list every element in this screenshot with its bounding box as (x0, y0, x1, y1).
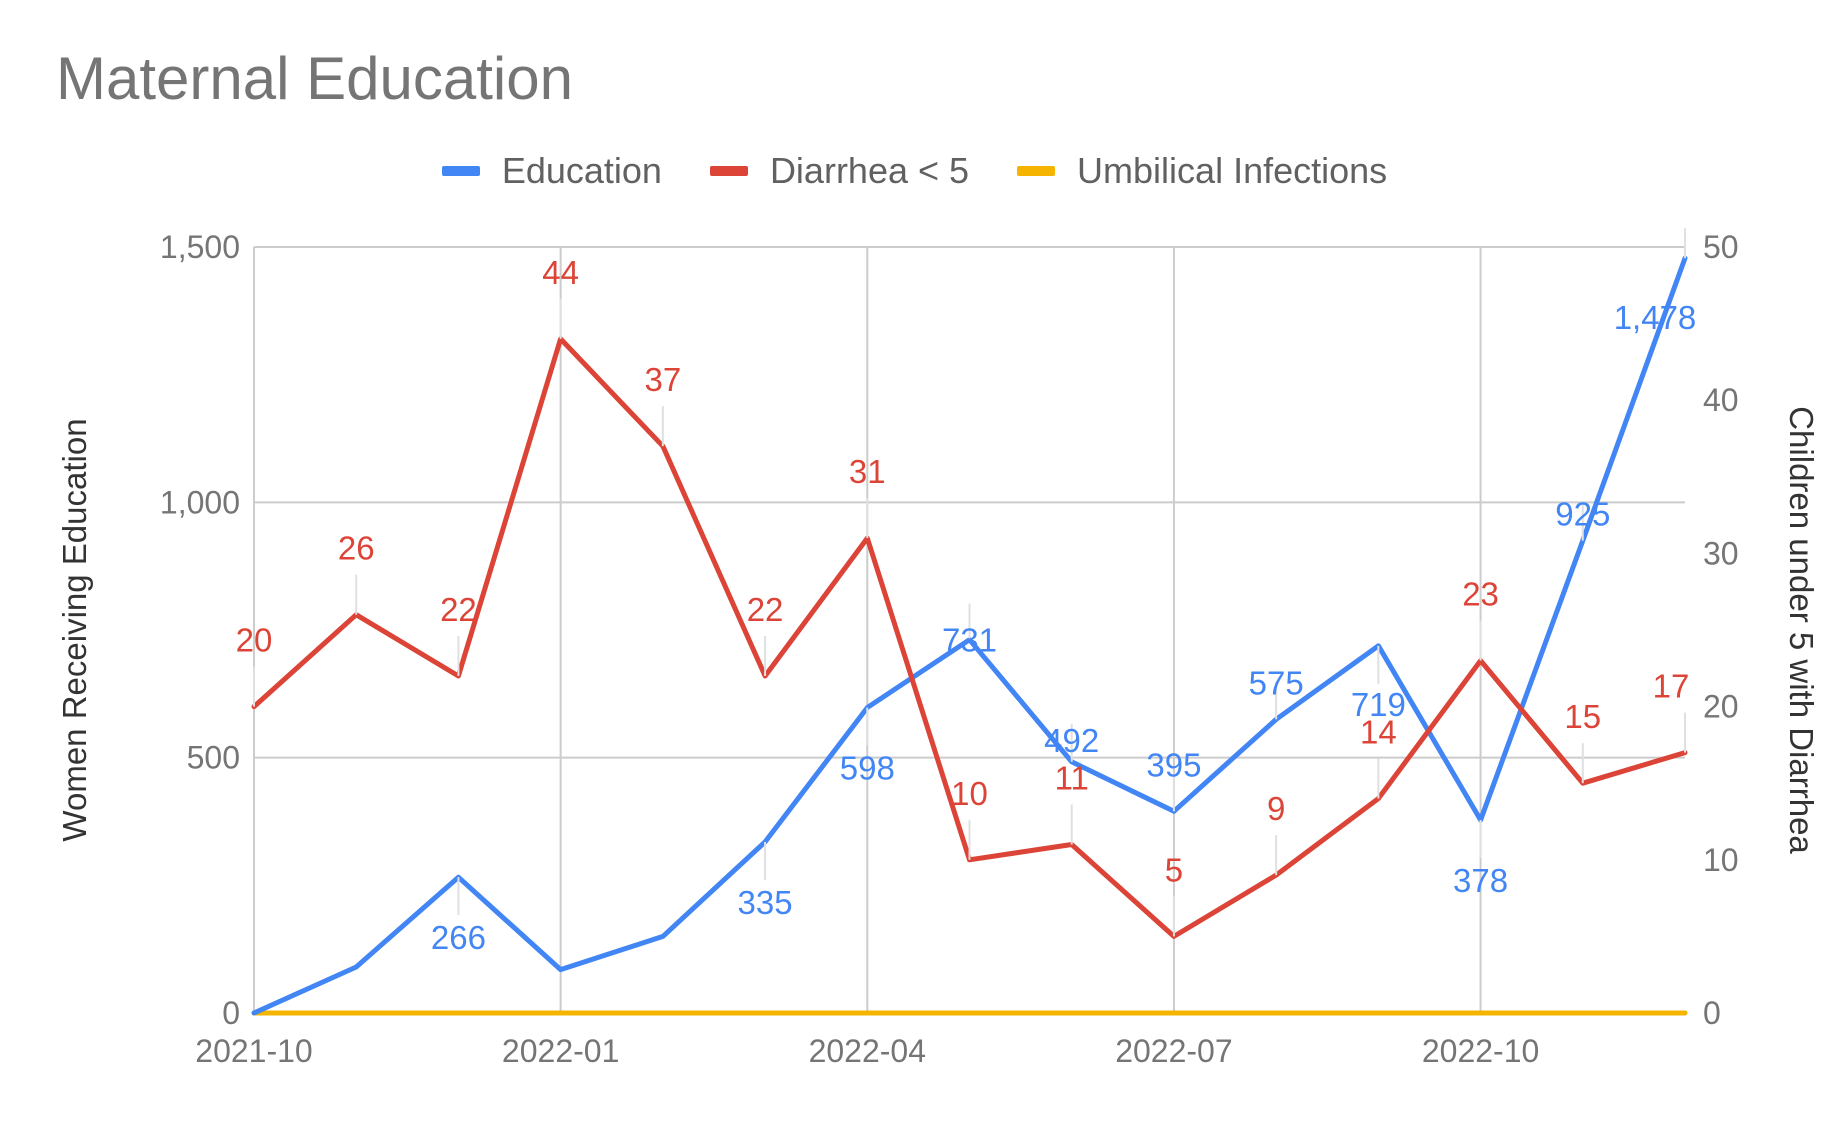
y-axis-title-left: Women Receiving Education (56, 418, 93, 841)
data-label-education: 598 (840, 750, 895, 787)
data-label-diarrhea: 9 (1267, 790, 1285, 827)
legend-swatch-education (441, 166, 480, 176)
legend-label-umbilical: Umbilical Infections (1077, 150, 1388, 191)
legend-swatch-umbilical (1017, 166, 1056, 176)
y-tick-label-right: 20 (1703, 689, 1739, 725)
data-label-education: 492 (1044, 722, 1099, 759)
legend-item-diarrhea[interactable]: Diarrhea < 5 (709, 150, 970, 192)
data-label-diarrhea: 26 (338, 530, 375, 567)
y-tick-label-right: 30 (1703, 535, 1739, 571)
legend-item-umbilical[interactable]: Umbilical Infections (1017, 150, 1387, 192)
data-label-diarrhea: 10 (951, 775, 988, 812)
data-label-education: 395 (1146, 746, 1201, 783)
data-label-diarrhea: 23 (1462, 576, 1499, 613)
x-tick-label: 2022-01 (502, 1033, 619, 1069)
data-label-diarrhea: 20 (236, 622, 273, 659)
y-tick-label-left: 1,500 (160, 229, 240, 265)
legend-label-diarrhea: Diarrhea < 5 (769, 150, 970, 191)
y-tick-label-right: 50 (1703, 229, 1739, 265)
data-label-education: 335 (738, 884, 793, 921)
y-tick-label-right: 10 (1703, 842, 1739, 878)
data-label-diarrhea: 22 (747, 591, 784, 628)
data-label-diarrhea: 14 (1360, 714, 1397, 751)
x-tick-label: 2022-07 (1115, 1033, 1232, 1069)
data-label-education: 731 (942, 622, 997, 659)
data-label-education: 1,478 (1614, 299, 1697, 336)
chart-title: Maternal Education (56, 45, 573, 112)
y-tick-label-left: 500 (187, 740, 240, 776)
data-label-diarrhea: 44 (542, 254, 579, 291)
data-label-diarrhea: 11 (1055, 759, 1089, 796)
y-tick-label-right: 0 (1703, 995, 1721, 1031)
chart-legend: Education Diarrhea < 5 Umbilical Infecti… (0, 150, 1829, 192)
y-tick-label-left: 0 (222, 995, 240, 1031)
y-tick-label-left: 1,000 (160, 484, 240, 520)
data-label-diarrhea: 15 (1564, 698, 1601, 735)
data-label-education: 719 (1351, 686, 1406, 723)
legend-swatch-diarrhea (709, 166, 748, 176)
data-label-education: 378 (1453, 862, 1508, 899)
data-label-education: 575 (1249, 664, 1304, 701)
data-label-diarrhea: 31 (849, 453, 886, 490)
legend-item-education[interactable]: Education (441, 150, 662, 192)
data-label-education: 925 (1555, 496, 1610, 533)
chart-data-labels: 266 335 598 731 492 395 575 719 378 925 1,478 20 26 2… (236, 228, 1697, 956)
legend-label-education: Education (501, 150, 662, 191)
y-tick-label-right: 40 (1703, 382, 1739, 418)
data-label-diarrhea: 37 (644, 361, 681, 398)
data-label-diarrhea: 5 (1165, 851, 1183, 888)
x-tick-label: 2022-04 (809, 1033, 926, 1069)
data-label-education: 266 (431, 919, 486, 956)
x-tick-label: 2021-10 (195, 1033, 312, 1069)
y-axis-title-right: Children under 5 with Diarrhea (1783, 406, 1820, 854)
x-tick-label: 2022-10 (1422, 1033, 1539, 1069)
data-label-diarrhea: 22 (440, 591, 477, 628)
data-label-diarrhea: 17 (1653, 668, 1690, 705)
